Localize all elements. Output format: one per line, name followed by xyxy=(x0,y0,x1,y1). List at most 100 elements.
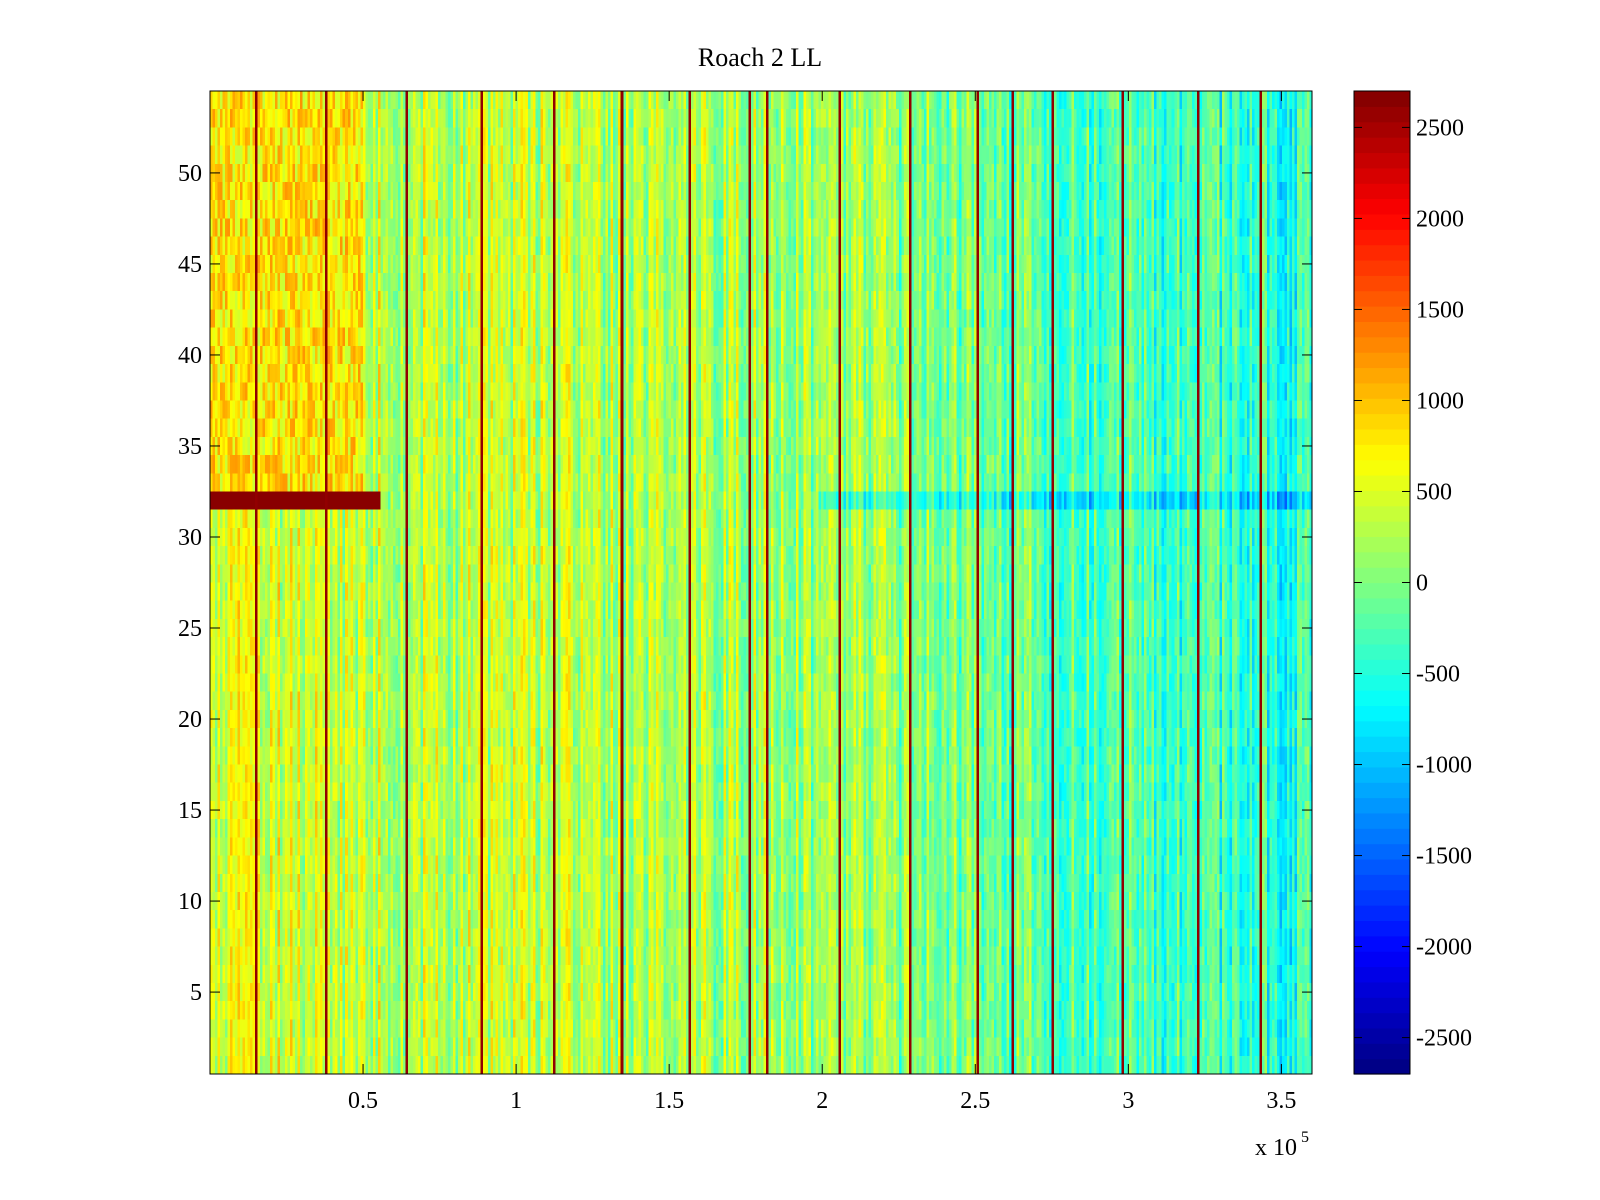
colorbar-swatch xyxy=(1354,275,1410,292)
y-axis: 5 10 15 20 25 30 35 40 45 50 xyxy=(178,161,1312,1006)
colorbar-tick-label: -500 xyxy=(1416,662,1460,688)
colorbar-swatch xyxy=(1354,1027,1410,1044)
colorbar-swatch xyxy=(1354,997,1410,1014)
colorbar-swatch xyxy=(1354,459,1410,476)
colorbar-swatch xyxy=(1354,858,1410,875)
x-axis-multiplier: x 10 5 xyxy=(1255,1129,1309,1161)
x-tick-label: 2 xyxy=(816,1088,828,1114)
colorbar-swatch xyxy=(1354,797,1410,814)
plot-frame xyxy=(209,90,1313,1075)
colorbar-swatch xyxy=(1354,321,1410,338)
heatmap-cells xyxy=(210,91,1312,1074)
colorbar-swatch xyxy=(1354,167,1410,184)
x-tick-label: 1 xyxy=(510,1088,522,1114)
colorbar-swatch xyxy=(1354,828,1410,845)
colorbar-tick-label: 1000 xyxy=(1416,388,1464,414)
colorbar-swatch xyxy=(1354,121,1410,138)
x-tick-label: 1.5 xyxy=(654,1088,684,1114)
chart-title: Roach 2 LL xyxy=(698,43,822,72)
colorbar-tick-label: -2500 xyxy=(1416,1026,1472,1052)
colorbar-swatch xyxy=(1354,597,1410,614)
x-tick-label: 2.5 xyxy=(960,1088,990,1114)
colorbar-swatch xyxy=(1354,582,1410,599)
colorbar-swatch xyxy=(1354,290,1410,307)
colorbar-swatch xyxy=(1354,398,1410,415)
colorbar-swatch xyxy=(1354,1058,1410,1075)
colorbar-swatch xyxy=(1354,505,1410,522)
y-tick-label: 35 xyxy=(178,434,202,460)
colorbar-swatch xyxy=(1354,1043,1410,1060)
x-tick-label: 3 xyxy=(1122,1088,1134,1114)
x-tick-label: 0.5 xyxy=(348,1088,378,1114)
colorbar-swatch xyxy=(1354,843,1410,860)
colorbar-swatch xyxy=(1354,690,1410,706)
y-tick-label: 45 xyxy=(178,252,202,278)
colorbar-swatch xyxy=(1354,244,1410,261)
colorbar-swatch xyxy=(1354,567,1410,584)
colorbar-swatch xyxy=(1354,444,1410,461)
colorbar-swatch xyxy=(1354,889,1410,906)
colorbar-swatch xyxy=(1354,659,1410,676)
x-axis: 0.5 1 1.5 2 2.5 3 3.5 xyxy=(348,91,1296,1114)
colorbar-swatch xyxy=(1354,137,1410,154)
colorbar-swatch xyxy=(1354,198,1410,215)
colorbar-swatch xyxy=(1354,428,1410,445)
colorbar-swatch xyxy=(1354,874,1410,891)
colorbar-swatch xyxy=(1354,367,1410,384)
colorbar-swatch xyxy=(1354,720,1410,737)
colorbar-swatch xyxy=(1354,213,1410,230)
colorbar-swatch xyxy=(1354,920,1410,937)
colorbar-swatch xyxy=(1354,613,1410,630)
colorbar-swatch xyxy=(1354,935,1410,952)
colorbar-swatch xyxy=(1354,736,1410,753)
colorbar-swatch xyxy=(1354,229,1410,246)
colorbar-swatch xyxy=(1354,751,1410,768)
colorbar-swatch xyxy=(1354,628,1410,645)
colorbar-swatch xyxy=(1354,521,1410,538)
colorbar-swatch xyxy=(1354,905,1410,922)
colorbar-swatch xyxy=(1354,336,1410,353)
colorbar-swatch xyxy=(1354,536,1410,553)
colorbar-swatch xyxy=(1354,183,1410,200)
y-tick-label: 30 xyxy=(178,525,202,551)
colorbar-gradient xyxy=(1354,91,1410,1075)
colorbar-swatch xyxy=(1354,152,1410,169)
y-tick-label: 10 xyxy=(178,889,202,915)
x-multiplier-base: x 10 xyxy=(1255,1135,1297,1161)
colorbar-swatch xyxy=(1354,551,1410,568)
y-tick-label: 15 xyxy=(178,798,202,824)
colorbar-swatch xyxy=(1354,490,1410,507)
colorbar-swatch xyxy=(1354,966,1410,983)
colorbar-swatch xyxy=(1354,981,1410,998)
colorbar-tick-label: 2000 xyxy=(1416,206,1464,232)
colorbar-swatch xyxy=(1354,705,1410,722)
colorbar-swatch xyxy=(1354,766,1410,783)
y-tick-label: 40 xyxy=(178,343,202,369)
colorbar: 2500 2000 1500 1000 500 0 -500 -1000 -1500 -2000 -… xyxy=(1353,90,1472,1075)
heatmap-image xyxy=(210,91,1312,1074)
colorbar-tick-label: 1500 xyxy=(1416,297,1464,323)
colorbar-swatch xyxy=(1354,812,1410,829)
colorbar-swatch xyxy=(1354,474,1410,491)
colorbar-tick-label: 500 xyxy=(1416,479,1452,505)
colorbar-tick-label: -1000 xyxy=(1416,753,1472,779)
colorbar-swatch xyxy=(1354,413,1410,430)
y-tick-label: 5 xyxy=(190,980,202,1006)
colorbar-swatch xyxy=(1354,352,1410,369)
y-tick-label: 25 xyxy=(178,616,202,642)
colorbar-swatch xyxy=(1354,259,1410,276)
colorbar-tick-label: -2000 xyxy=(1416,935,1472,961)
colorbar-swatch xyxy=(1354,674,1410,691)
y-tick-label: 20 xyxy=(178,707,202,733)
x-tick-label: 3.5 xyxy=(1266,1088,1296,1114)
y-tick-label: 50 xyxy=(178,161,202,187)
colorbar-swatch xyxy=(1354,382,1410,399)
colorbar-swatch xyxy=(1354,643,1410,660)
colorbar-swatch xyxy=(1354,1012,1410,1029)
colorbar-swatch xyxy=(1354,782,1410,799)
colorbar-tick-label: 0 xyxy=(1416,571,1428,597)
colorbar-tick-label: 2500 xyxy=(1416,115,1464,141)
x-multiplier-exponent: 5 xyxy=(1301,1129,1309,1146)
colorbar-swatch xyxy=(1354,306,1410,322)
